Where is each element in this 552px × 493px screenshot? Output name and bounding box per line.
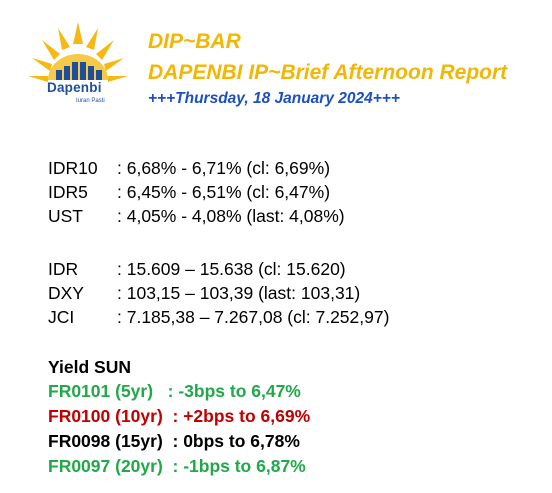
sun-row: FR0097 (20yr) : -1bps to 6,87%: [48, 456, 306, 476]
yield-sun-heading: Yield SUN: [48, 357, 131, 377]
yield-label: IDR10: [48, 158, 98, 178]
sun-row: FR0100 (10yr) : +2bps to 6,69%: [48, 406, 311, 426]
yield-value: : 6,68% - 6,71% (cl: 6,69%): [117, 158, 331, 178]
sun-row: FR0098 (15yr) : 0bps to 6,78%: [48, 431, 300, 451]
dapenbi-logo: Dapenbi Iuran Pasti: [18, 14, 138, 114]
sun-row: FR0101 (5yr) : -3bps to 6,47%: [48, 381, 301, 401]
report-subtitle: DAPENBI IP~Brief Afternoon Report: [148, 61, 508, 84]
logo-tagline: Iuran Pasti: [76, 98, 105, 104]
yield-label: IDR5: [48, 182, 88, 202]
yield-value: : 4,05% - 4,08% (last: 4,08%): [117, 206, 345, 226]
report-title: DIP~BAR: [148, 30, 241, 53]
yield-label: UST: [48, 206, 83, 226]
market-value: : 15.609 – 15.638 (cl: 15.620): [117, 259, 346, 279]
sun-logo-icon: [28, 22, 128, 82]
market-label: JCI: [48, 307, 75, 327]
yield-sun-section: Yield SUN FR0101 (5yr) : -3bps to 6,47% …: [48, 355, 310, 479]
market-label: DXY: [48, 283, 84, 303]
market-label: IDR: [48, 259, 79, 279]
market-value: : 103,15 – 103,39 (last: 103,31): [117, 283, 361, 303]
logo-wordmark: Dapenbi: [47, 80, 102, 95]
yield-value: : 6,45% - 6,51% (cl: 6,47%): [117, 182, 331, 202]
report-date: +++Thursday, 18 January 2024+++: [148, 90, 400, 107]
market-value: : 7.185,38 – 7.267,08 (cl: 7.252,97): [117, 307, 390, 327]
